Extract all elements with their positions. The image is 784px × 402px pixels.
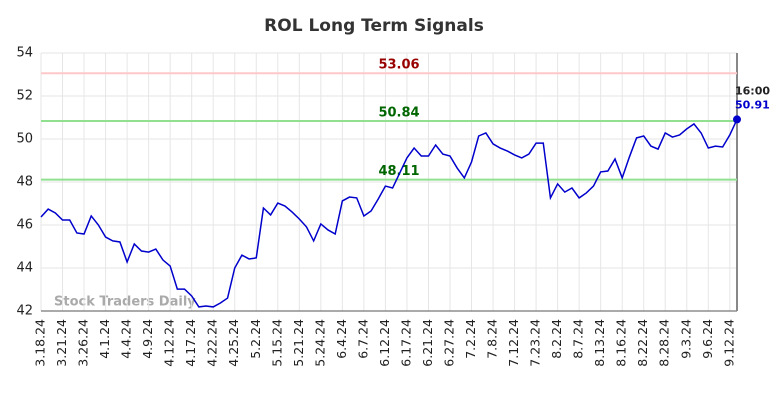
x-tick-label: 9.12.24 (721, 319, 736, 367)
x-tick-label: 7.12.24 (506, 319, 521, 367)
last-time: 16:00 (735, 84, 770, 97)
y-tick-label: 54 (16, 46, 33, 61)
x-tick-label: 4.25.24 (226, 319, 241, 367)
x-tick-label: 8.28.24 (657, 319, 672, 367)
x-tick-label: 7.8.24 (485, 319, 500, 359)
y-tick-label: 44 (16, 261, 33, 276)
x-tick-label: 6.4.24 (334, 319, 349, 359)
price-line (40, 119, 738, 308)
x-tick-label: 6.17.24 (398, 319, 413, 367)
x-tick-label: 4.12.24 (162, 319, 177, 367)
y-tick-label: 46 (16, 218, 33, 233)
x-tick-label: 8.13.24 (592, 319, 607, 367)
x-tick-label: 4.4.24 (119, 319, 134, 359)
y-tick-label: 42 (16, 304, 33, 319)
y-tick-label: 50 (16, 132, 33, 147)
x-tick-label: 4.17.24 (183, 319, 198, 367)
last-point (733, 115, 741, 124)
x-tick-label: 3.21.24 (54, 319, 69, 367)
x-tick-label: 8.2.24 (549, 319, 564, 359)
x-tick-label: 5.15.24 (269, 319, 284, 367)
x-tick-label: 5.21.24 (291, 319, 306, 367)
y-tick-label: 52 (16, 89, 33, 104)
x-tick-label: 6.7.24 (355, 319, 370, 359)
y-tick-label: 48 (16, 175, 33, 190)
x-tick-label: 6.27.24 (441, 319, 456, 367)
x-tick-label: 4.22.24 (205, 319, 220, 367)
x-tick-label: 5.2.24 (248, 319, 263, 359)
x-tick-label: 9.6.24 (700, 319, 715, 359)
x-tick-label: 4.9.24 (140, 319, 155, 359)
level-label: 50.84 (378, 105, 419, 120)
x-tick-label: 5.24.24 (312, 319, 327, 367)
level-label: 53.06 (378, 58, 419, 73)
x-tick-label: 8.7.24 (571, 319, 586, 359)
x-tick-label: 6.12.24 (377, 319, 392, 367)
x-tick-label: 3.26.24 (76, 319, 91, 367)
chart-title: ROL Long Term Signals (264, 16, 484, 36)
x-tick-label: 8.16.24 (614, 319, 629, 367)
x-tick-label: 8.22.24 (635, 319, 650, 367)
level-label: 48.11 (378, 164, 419, 179)
x-tick-label: 7.23.24 (528, 319, 543, 367)
watermark: Stock Traders Daily (54, 295, 196, 310)
x-tick-label: 4.1.24 (97, 319, 112, 359)
x-tick-label: 3.18.24 (33, 319, 48, 367)
x-tick-label: 6.21.24 (420, 319, 435, 367)
x-tick-label: 9.3.24 (678, 319, 693, 359)
last-value: 50.91 (735, 98, 770, 111)
x-tick-label: 7.2.24 (463, 319, 478, 359)
